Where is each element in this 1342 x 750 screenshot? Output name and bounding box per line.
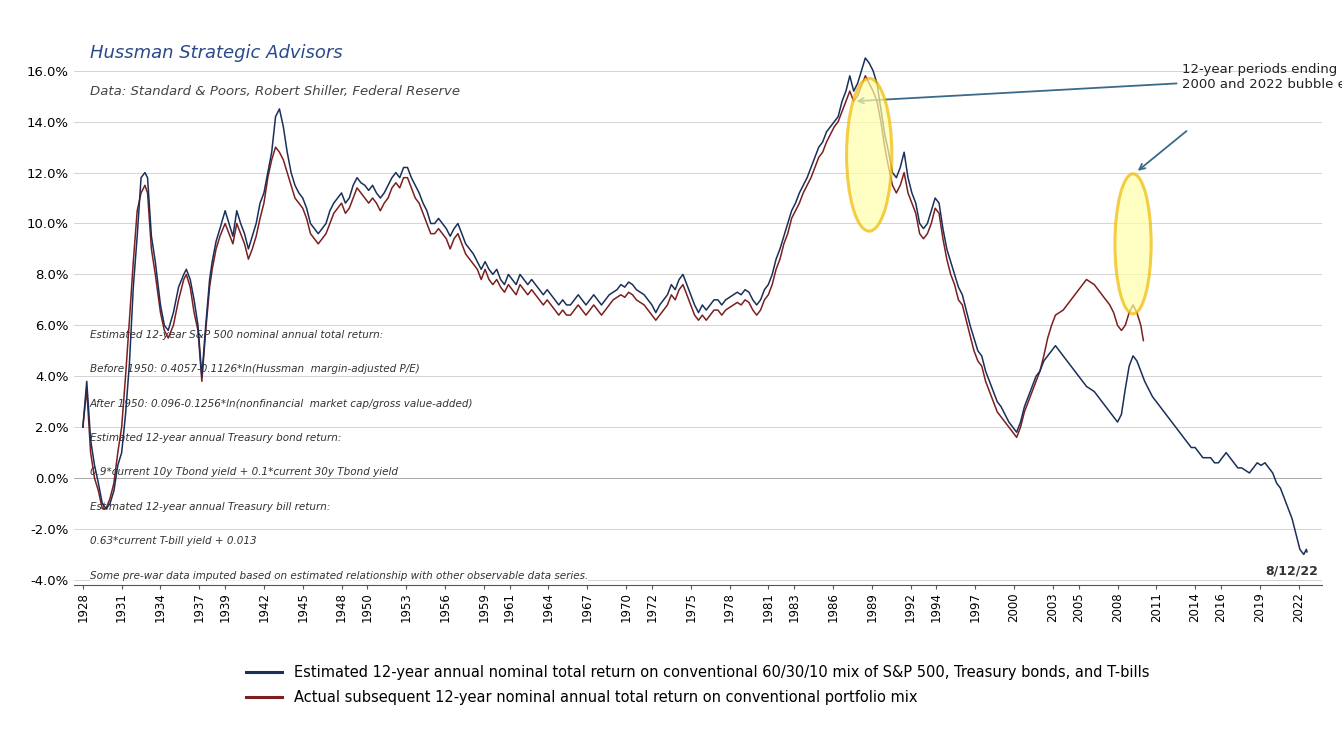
Text: Estimated 12-year S&P 500 nominal annual total return:: Estimated 12-year S&P 500 nominal annual… bbox=[90, 330, 384, 340]
Text: 0.9*current 10y Tbond yield + 0.1*current 30y Tbond yield: 0.9*current 10y Tbond yield + 0.1*curren… bbox=[90, 467, 399, 477]
Text: Estimated 12-year annual Treasury bond return:: Estimated 12-year annual Treasury bond r… bbox=[90, 433, 341, 443]
Text: Some pre-war data imputed based on estimated relationship with other observable : Some pre-war data imputed based on estim… bbox=[90, 571, 588, 580]
Ellipse shape bbox=[1115, 174, 1151, 314]
Text: Estimated 12-year annual Treasury bill return:: Estimated 12-year annual Treasury bill r… bbox=[90, 502, 330, 512]
Text: After 1950: 0.096-0.1256*ln(nonfinancial  market cap/gross value-added): After 1950: 0.096-0.1256*ln(nonfinancial… bbox=[90, 398, 474, 409]
Text: Data: Standard & Poors, Robert Shiller, Federal Reserve: Data: Standard & Poors, Robert Shiller, … bbox=[90, 86, 460, 98]
Text: Before 1950: 0.4057-0.1126*ln(Hussman  margin-adjusted P/E): Before 1950: 0.4057-0.1126*ln(Hussman ma… bbox=[90, 364, 420, 374]
Legend: Estimated 12-year annual nominal total return on conventional 60/30/10 mix of S&: Estimated 12-year annual nominal total r… bbox=[240, 659, 1155, 711]
Text: Hussman Strategic Advisors: Hussman Strategic Advisors bbox=[90, 44, 342, 62]
Ellipse shape bbox=[847, 78, 892, 231]
Text: 0.63*current T-bill yield + 0.013: 0.63*current T-bill yield + 0.013 bbox=[90, 536, 256, 546]
Text: 8/12/22: 8/12/22 bbox=[1266, 565, 1318, 578]
Text: 12-year periods ending at
2000 and 2022 bubble extremes: 12-year periods ending at 2000 and 2022 … bbox=[859, 63, 1342, 104]
